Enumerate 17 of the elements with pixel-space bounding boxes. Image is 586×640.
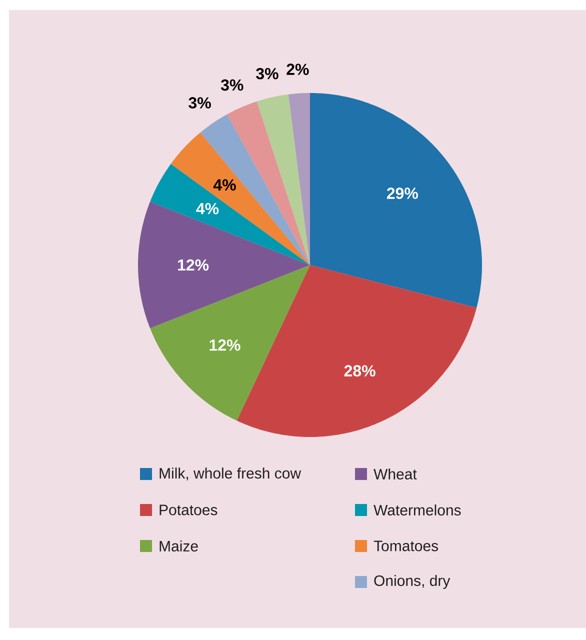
data-label: 2% — [286, 64, 309, 75]
legend-label: Maize — [160, 540, 198, 552]
legend-label: Watermelons — [374, 504, 461, 516]
legend-label: Milk, whole fresh cow — [160, 468, 302, 480]
legend-label: Potatoes — [160, 504, 218, 516]
data-label: 29% — [386, 188, 418, 199]
data-label: 12% — [178, 259, 209, 271]
data-label: 3% — [220, 79, 244, 91]
data-label: 4% — [213, 179, 236, 191]
data-label: 3% — [188, 97, 211, 108]
data-label: 12% — [210, 339, 240, 351]
legend-label: Onions, dry — [374, 575, 450, 589]
legend-label: Wheat — [374, 468, 417, 480]
data-label: 4% — [196, 203, 219, 214]
data-label: 3% — [256, 68, 278, 80]
data-label: 28% — [344, 365, 376, 376]
legend-label: Tomatoes — [374, 540, 438, 552]
